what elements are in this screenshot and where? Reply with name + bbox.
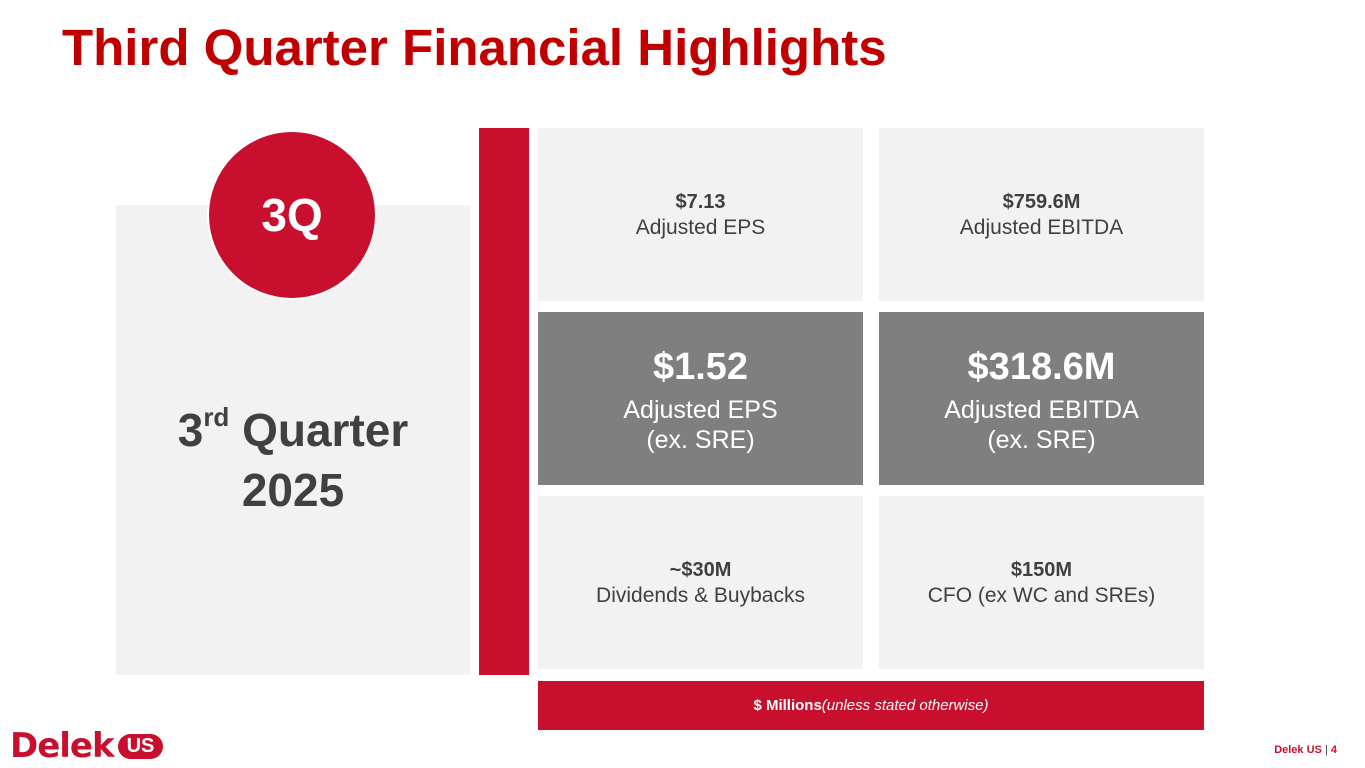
logo: Delek US: [10, 726, 164, 766]
kpi-value: $759.6M: [1002, 190, 1081, 213]
kpi-tile: $318.6M Adjusted EBITDA (ex. SRE): [879, 312, 1204, 485]
kpi-value: ~$30M: [669, 558, 732, 581]
footer-separator: |: [1321, 744, 1331, 756]
kpi-value: $1.52: [652, 345, 749, 388]
kpi-tile: $150M CFO (ex WC and SREs): [879, 496, 1204, 669]
slide-title: Third Quarter Financial Highlights: [62, 19, 887, 76]
period-year: 2025: [241, 464, 345, 516]
kpi-label: CFO (ex WC and SREs): [927, 583, 1156, 607]
footer-company: Delek US: [1274, 744, 1322, 756]
kpi-label: Adjusted EBITDA: [959, 215, 1124, 239]
kpi-label: (ex. SRE): [987, 425, 1096, 454]
accent-bar: [479, 128, 529, 675]
kpi-label: Adjusted EBITDA: [944, 395, 1139, 424]
kpi-value: $7.13: [675, 190, 726, 213]
kpi-label: Adjusted EPS: [635, 215, 766, 239]
period-label: 3rd Quarter 2025: [116, 400, 470, 520]
footer-page: 4: [1330, 744, 1337, 756]
kpi-tile: ~$30M Dividends & Buybacks: [538, 496, 863, 669]
quarter-badge: 3Q: [207, 130, 377, 300]
footer: Delek US | 4: [1274, 744, 1337, 756]
units-note: $ Millions (unless stated otherwise): [538, 681, 1204, 730]
kpi-value: $150M: [1010, 558, 1073, 581]
kpi-tile: $759.6M Adjusted EBITDA: [879, 128, 1204, 301]
kpi-tile: $7.13 Adjusted EPS: [538, 128, 863, 301]
logo-suffix: US: [117, 733, 164, 759]
kpi-tile: $1.52 Adjusted EPS (ex. SRE): [538, 312, 863, 485]
note-italic: (unless stated otherwise): [821, 697, 989, 714]
kpi-label: Adjusted EPS: [623, 395, 778, 424]
kpi-value: $318.6M: [967, 345, 1116, 388]
logo-name: Delek: [10, 726, 115, 766]
period-suffix: rd: [203, 402, 230, 432]
period-word: Quarter: [242, 404, 409, 456]
kpi-label: (ex. SRE): [646, 425, 755, 454]
period-number: 3: [177, 404, 204, 456]
note-strong: $ Millions: [753, 697, 822, 714]
kpi-label: Dividends & Buybacks: [596, 583, 805, 607]
